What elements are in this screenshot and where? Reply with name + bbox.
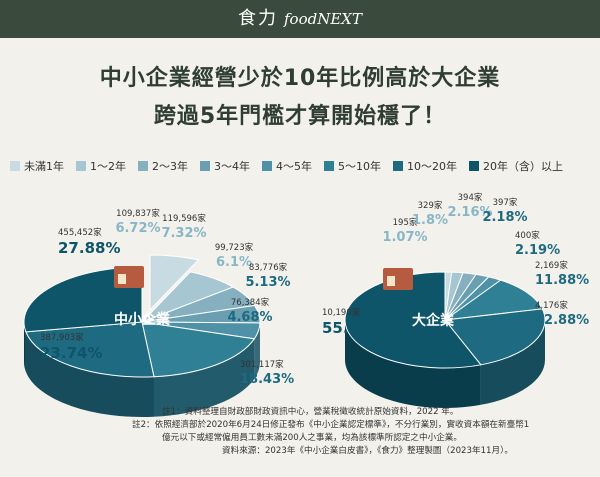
legend-swatch	[200, 161, 210, 171]
legend-item: 2～3年	[138, 158, 188, 174]
pie-slice-side	[25, 331, 154, 417]
legend-label: 未滿1年	[24, 160, 64, 173]
data-label-count: 119,596家	[162, 213, 206, 224]
legend-label: 10～20年	[407, 160, 457, 173]
data-label-percent: 6.1%	[216, 255, 252, 270]
legend-item: 未滿1年	[10, 158, 64, 174]
pie-slice-side	[24, 322, 26, 372]
data-label-percent: 6.72%	[115, 221, 160, 236]
data-label-count: 2,169家	[535, 260, 568, 271]
legend-label: 2～3年	[152, 160, 188, 173]
pie-slice-side	[153, 338, 255, 417]
data-label-percent: 1.07%	[382, 230, 427, 245]
data-label-count: 83,776家	[249, 262, 288, 273]
data-label-count: 301,117家	[240, 359, 284, 370]
legend-item: 3～4年	[200, 158, 250, 174]
header-bar	[0, 0, 600, 38]
chart-subtitle: 跨過5年門檻才算開始穩了！	[153, 104, 447, 129]
brand-cn: 食力	[238, 8, 278, 29]
legend-label: 5～10年	[338, 160, 381, 173]
pie-center-label: 中小企業	[114, 311, 171, 328]
data-label-count: 195家	[393, 217, 418, 228]
data-label-count: 394家	[458, 192, 483, 203]
legend-item: 1～2年	[76, 158, 126, 174]
legend-swatch	[138, 161, 148, 171]
data-label-count: 400家	[515, 230, 540, 241]
legend-swatch	[469, 161, 479, 171]
data-label-count: 455,452家	[58, 227, 102, 238]
data-label-percent: 5.13%	[245, 275, 290, 290]
data-label-count: 109,837家	[116, 208, 160, 219]
source-note: 資料來源：2023年《中小企業白皮書》，《食力》整理製圖（2023年11月）。	[222, 446, 513, 456]
data-label-percent: 22.88%	[535, 313, 589, 328]
data-label-count: 4,176家	[535, 300, 568, 311]
data-label-count: 10,190家	[322, 307, 361, 318]
data-label-percent: 18.43%	[240, 372, 294, 387]
data-label-count: 397家	[493, 197, 518, 208]
legend-label: 4～5年	[276, 160, 312, 173]
data-label-percent: 7.32%	[161, 226, 206, 241]
pie-slice	[443, 279, 544, 321]
legend-swatch	[262, 161, 272, 171]
note-1: 註1：資料整理自財政部財政資訊中心，營業稅徵收統計原始資料，2022 年。	[162, 407, 459, 417]
legend: 未滿1年 1～2年 2～3年 3～4年 4～5年 5～10年 10～20年 20年（含）以上	[10, 158, 600, 174]
brand-en: foodNEXT	[284, 10, 362, 28]
data-label-percent: 2.16%	[447, 205, 492, 220]
legend-item: 10～20年	[393, 158, 457, 174]
legend-label: 1～2年	[90, 160, 126, 173]
legend-item: 5～10年	[324, 158, 381, 174]
data-label-percent: 27.88%	[58, 239, 120, 257]
pie-slice-side	[345, 320, 481, 408]
data-label-count: 329家	[418, 200, 443, 211]
legend-swatch	[76, 161, 86, 171]
data-label-percent: 1.8%	[412, 213, 448, 228]
pie-slice	[25, 321, 155, 378]
note-2: 註2：依照經濟部於2020年6月24日修正發布《中小企業認定標準》，不分行業別，…	[132, 420, 530, 443]
chart-title: 中小企業經營少於10年比例高於大企業	[99, 66, 501, 91]
data-label-percent: 23.74%	[40, 344, 102, 362]
pie-slice	[149, 254, 200, 312]
brand-logo: 食力 foodNEXT	[0, 0, 600, 38]
legend-swatch	[393, 161, 403, 171]
legend-item: 20年（含）以上	[469, 158, 563, 174]
data-label-percent: 2.19%	[515, 243, 560, 258]
data-label-count: 76,384家	[231, 297, 270, 308]
legend-item: 4～5年	[262, 158, 312, 174]
legend-label: 20年（含）以上	[483, 160, 563, 173]
data-label-percent: 4.68%	[227, 310, 272, 325]
footnotes: 註1：資料整理自財政部財政資訊中心，營業稅徵收統計原始資料，2022 年。 註2…	[0, 406, 600, 458]
pie-slice-side	[480, 320, 545, 405]
legend-swatch	[10, 161, 20, 171]
data-label-count: 99,723家	[215, 242, 254, 253]
data-label-percent: 55.84%	[322, 319, 384, 337]
store-icon-door	[387, 276, 395, 286]
store-icon-door	[118, 274, 126, 284]
legend-label: 3～4年	[214, 160, 250, 173]
pie-slice	[141, 321, 256, 378]
data-label-count: 387,903家	[40, 332, 84, 343]
data-label-percent: 11.88%	[535, 273, 589, 288]
data-label-percent: 2.18%	[482, 210, 527, 225]
legend-swatch	[324, 161, 334, 171]
pie-center-label: 大企業	[412, 312, 455, 329]
